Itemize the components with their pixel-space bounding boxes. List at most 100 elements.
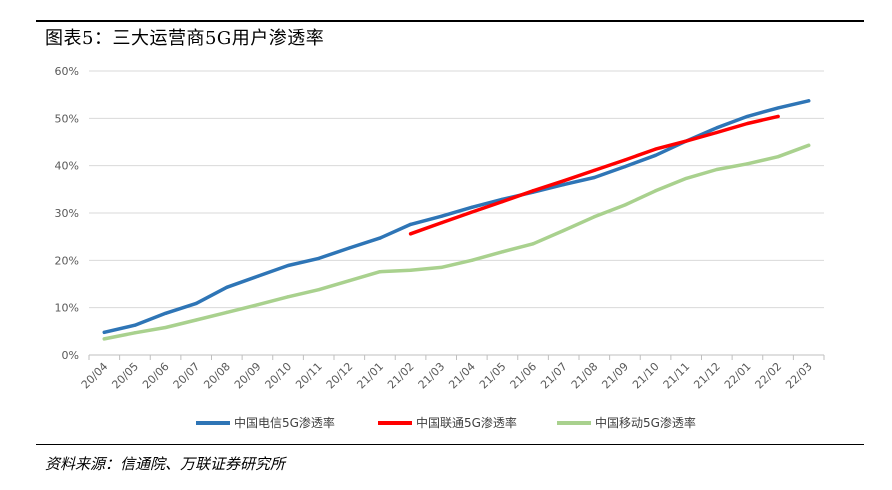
data-point [715,126,719,130]
data-point [378,270,382,274]
data-point [715,130,719,135]
x-tick-label: 20/09 [232,360,264,392]
series-group [102,143,811,341]
data-point [562,179,566,183]
data-point [317,256,321,261]
data-point [286,263,290,268]
data-point [592,215,596,219]
x-tick-label: 21/11 [661,360,693,392]
data-point [347,279,351,283]
data-point [653,153,658,157]
gridlines [89,70,824,309]
data-point [623,165,627,169]
data-point [163,311,168,315]
data-point [286,295,290,299]
data-point [408,222,413,226]
x-tick-label: 21/07 [538,360,570,392]
x-tick-label: 21/09 [599,360,631,392]
bottom-rule [36,444,864,445]
x-tick-label: 21/08 [569,360,601,392]
x-tick-label: 20/10 [263,360,295,392]
legend-label: 中国移动5G渗透率 [595,415,696,430]
figure-title: 图表5：三大运营商5G用户渗透率 [45,28,325,49]
data-point [408,268,413,272]
data-point [255,274,260,279]
data-point [470,210,474,214]
data-point [562,183,566,187]
data-point [623,158,627,162]
data-point [807,143,811,147]
y-tick-label: 50% [55,112,79,125]
x-tick-label: 21/03 [416,360,448,392]
data-point [592,168,596,172]
data-point [439,214,443,218]
x-tick-label: 20/12 [324,360,356,392]
data-point [470,258,474,262]
data-point [225,310,229,314]
x-tick-label: 21/04 [446,360,478,392]
data-point [102,337,106,341]
data-point [623,203,627,207]
y-tick-label: 20% [55,254,79,267]
data-point [347,246,351,250]
data-point [317,288,321,292]
data-point [255,303,260,307]
data-point [715,167,719,172]
y-tick-label: 30% [55,207,79,220]
data-point [684,139,688,143]
y-axis-ticks: 0% 10% 20% 30% 40% 50% 60% [55,65,79,362]
y-tick-label: 60% [55,65,79,78]
x-tick-label: 20/07 [171,360,203,392]
data-point [378,236,382,240]
data-point [194,318,198,322]
x-tick-label: 21/06 [508,360,540,392]
x-tick-label: 20/04 [79,360,111,392]
data-point [500,200,505,204]
data-point [470,205,474,209]
x-tick-label: 20/08 [201,360,233,392]
data-point [102,330,106,334]
data-point [684,176,688,181]
data-point [592,175,596,180]
series-line [102,143,811,341]
source-note: 资料来源：信通院、万联证券研究所 [45,455,286,473]
x-axis: 20/04 20/05 20/06 20/07 20/08 20/09 20/10 20/11… [79,354,825,392]
data-point [225,285,229,289]
data-point [194,301,198,306]
data-point [745,114,750,119]
data-point [562,228,566,233]
data-point [439,265,443,270]
y-tick-label: 40% [55,160,79,173]
data-point [776,114,780,119]
data-point [500,250,505,254]
x-tick-label: 21/05 [477,360,509,392]
data-point [745,162,750,166]
legend-label: 中国电信5G渗透率 [234,415,335,430]
data-point [653,147,658,151]
y-tick-label: 0% [62,349,79,362]
data-point [163,325,168,330]
series-lines [102,99,811,341]
x-tick-label: 20/11 [293,360,325,392]
x-tick-label: 22/02 [753,360,785,392]
x-tick-label: 21/10 [630,360,662,392]
x-tick-label: 21/01 [354,360,386,392]
x-tick-label: 21/02 [385,360,417,392]
data-point [653,189,658,193]
legend-label: 中国联通5G渗透率 [416,415,517,430]
data-point [531,189,535,193]
y-tick-label: 10% [55,302,79,315]
data-point [133,331,137,335]
data-point [807,99,811,103]
x-tick-label: 22/01 [722,360,754,392]
x-tick-label: 21/12 [691,360,723,392]
top-rule [36,20,864,22]
series-group [408,114,780,236]
data-point [133,323,137,327]
x-tick-label: 20/06 [140,360,172,392]
data-point [745,121,750,126]
x-tick-label: 22/03 [783,360,815,392]
data-point [776,155,780,159]
data-point [531,242,535,246]
